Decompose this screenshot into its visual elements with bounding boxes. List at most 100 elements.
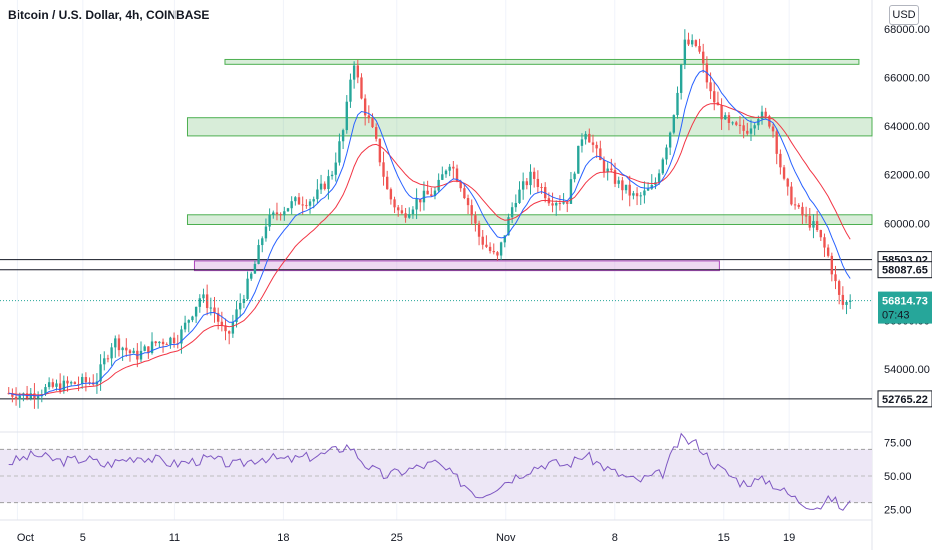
candle-body xyxy=(536,178,540,188)
candle xyxy=(470,199,473,226)
candle-body xyxy=(77,383,80,385)
candle-body xyxy=(558,203,562,205)
candle xyxy=(25,385,29,401)
candle-body xyxy=(132,350,135,354)
current-price-value: 56814.73 xyxy=(882,296,928,308)
candle-body xyxy=(36,396,40,399)
candle-body xyxy=(775,131,778,154)
candle-body xyxy=(187,320,190,323)
candle xyxy=(268,208,271,231)
candle-body xyxy=(496,252,499,256)
candle-body xyxy=(720,105,723,120)
candle xyxy=(841,286,845,310)
candle xyxy=(562,193,565,205)
candle-body xyxy=(676,92,679,116)
candle-body xyxy=(430,194,433,197)
price-level-tag: 52765.22 xyxy=(877,390,932,408)
candle-body xyxy=(492,251,495,253)
candle-body xyxy=(147,346,150,354)
candle xyxy=(426,180,429,195)
candle-body xyxy=(279,214,282,216)
price-level-tag-bg xyxy=(877,261,932,279)
candle xyxy=(525,177,529,190)
candle-body xyxy=(724,115,727,120)
candle-body xyxy=(602,160,606,173)
candle xyxy=(834,265,837,290)
candle xyxy=(172,332,176,348)
candle xyxy=(400,204,404,215)
rsi-line xyxy=(8,432,851,511)
candle xyxy=(463,184,466,200)
candle-body xyxy=(301,204,304,206)
candle xyxy=(66,376,69,392)
candle-body xyxy=(257,245,260,264)
candle xyxy=(106,354,110,363)
candle xyxy=(510,202,514,224)
candle-body xyxy=(580,139,584,146)
candle xyxy=(845,299,848,315)
candle-body xyxy=(327,176,330,189)
candle xyxy=(253,260,257,274)
candle-body xyxy=(297,197,301,205)
candle xyxy=(492,243,495,255)
candle-body xyxy=(44,387,47,395)
candle-body xyxy=(738,124,742,126)
candle xyxy=(14,387,18,406)
candle xyxy=(158,341,161,347)
candle-body xyxy=(194,306,198,317)
candle-body xyxy=(742,125,745,131)
candle xyxy=(239,293,242,318)
currency-button[interactable]: USD xyxy=(889,5,919,25)
candle-body xyxy=(562,202,565,204)
candle xyxy=(573,171,576,183)
candle xyxy=(323,181,326,191)
candle-body xyxy=(275,212,279,215)
time-tick-label: 5 xyxy=(80,532,86,544)
candle xyxy=(441,166,444,181)
candle xyxy=(496,251,499,261)
candle xyxy=(676,86,679,119)
candle-body xyxy=(771,126,775,132)
time-tick-label: 19 xyxy=(783,532,795,544)
candle-body xyxy=(834,274,837,282)
candle-body xyxy=(679,64,683,93)
candle xyxy=(518,181,521,204)
candle xyxy=(169,336,172,349)
candle xyxy=(334,152,337,182)
candle xyxy=(499,241,503,260)
candle xyxy=(507,213,510,236)
candle xyxy=(92,374,95,386)
candle-body xyxy=(250,273,253,279)
candle xyxy=(577,145,580,174)
candle-body xyxy=(529,171,532,186)
candle xyxy=(198,294,201,313)
candle xyxy=(194,306,198,324)
candle-body xyxy=(540,187,543,189)
candle-body xyxy=(363,98,367,116)
candle-body xyxy=(389,189,393,200)
candle xyxy=(749,119,753,141)
price-tick-label: 68000.00 xyxy=(884,24,930,36)
candle xyxy=(584,131,587,145)
candle xyxy=(793,197,797,210)
candle xyxy=(352,61,356,89)
candle-body xyxy=(316,189,319,200)
candle xyxy=(742,119,745,139)
candle-body xyxy=(532,171,536,179)
candle xyxy=(815,210,819,233)
candle xyxy=(433,186,437,200)
candle-body xyxy=(683,39,687,65)
candle-body xyxy=(165,344,168,346)
candle xyxy=(672,114,676,135)
candle xyxy=(430,187,433,197)
candle-body xyxy=(205,294,209,309)
ema-fast-line xyxy=(8,69,851,397)
candle-body xyxy=(374,127,378,139)
candle-body xyxy=(191,316,194,321)
candle xyxy=(327,169,330,200)
candle xyxy=(801,202,804,225)
candle xyxy=(404,207,407,223)
candle xyxy=(775,128,778,165)
candle xyxy=(367,105,371,124)
